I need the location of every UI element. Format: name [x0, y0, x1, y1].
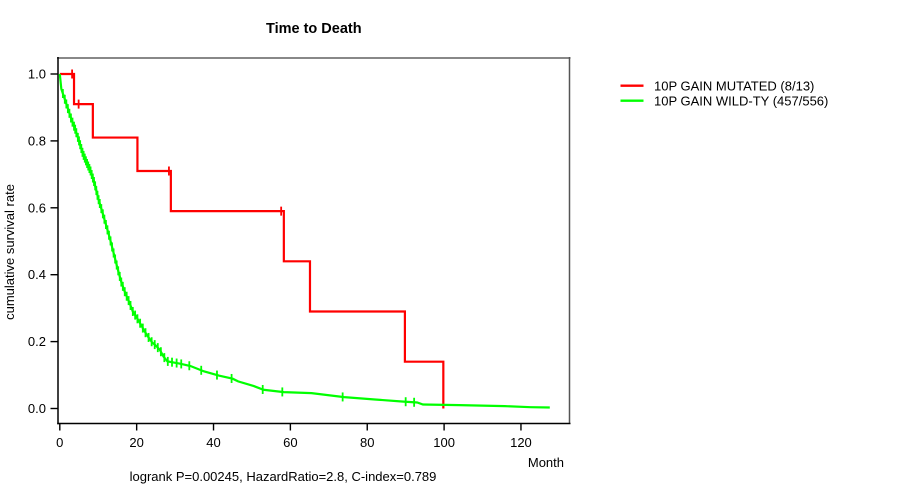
chart-title: Time to Death	[266, 21, 362, 37]
survival-curve-0	[59, 72, 445, 409]
survival-curve-1	[58, 73, 550, 409]
y-tick-label: 1.0	[28, 67, 46, 82]
y-tick-label: 0.2	[28, 334, 46, 349]
plot-box	[57, 57, 571, 425]
censor-marks-1	[61, 89, 416, 407]
stats-annotation: logrank P=0.00245, HazardRatio=2.8, C-in…	[130, 469, 437, 484]
y-tick-label: 0.6	[28, 200, 46, 215]
y-tick-label: 0.0	[28, 401, 46, 416]
legend-label-1: 10P GAIN WILD-TY (457/556)	[654, 93, 828, 108]
censor-marks-0	[71, 69, 283, 216]
y-axis: 0.0 0.2 0.4 0.6 0.8 1.0	[28, 67, 58, 416]
x-tick-label: 40	[206, 435, 220, 450]
x-tick-label: 20	[129, 435, 143, 450]
x-tick-label: 0	[56, 435, 63, 450]
y-axis-label: cumulative survival rate	[2, 184, 17, 320]
x-tick-label: 60	[283, 435, 297, 450]
x-tick-label: 120	[510, 435, 532, 450]
y-tick-label: 0.8	[28, 133, 46, 148]
x-axis: 0 20 40 60 80 100 120	[56, 423, 532, 450]
legend: 10P GAIN MUTATED (8/13)10P GAIN WILD-TY …	[620, 78, 828, 108]
x-tick-label: 80	[360, 435, 374, 450]
x-axis-label: Month	[528, 455, 564, 470]
x-tick-label: 100	[433, 435, 455, 450]
y-tick-label: 0.4	[28, 267, 46, 282]
survival-curves	[58, 69, 550, 409]
legend-label-0: 10P GAIN MUTATED (8/13)	[654, 78, 814, 93]
